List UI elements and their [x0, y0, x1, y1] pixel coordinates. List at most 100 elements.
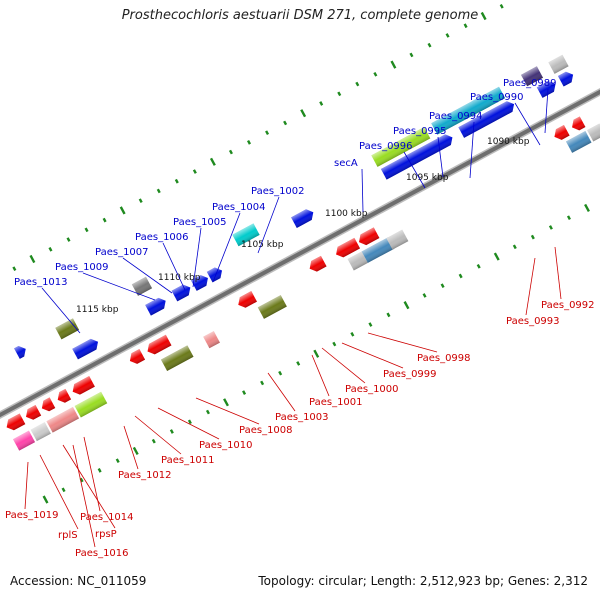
- feature-box: [347, 251, 368, 271]
- reverse-leader: [83, 436, 101, 512]
- feature-box: [203, 331, 220, 349]
- reverse-gene: [358, 227, 380, 246]
- reverse-gene-shade: [238, 291, 257, 308]
- forward-gene: [458, 101, 515, 138]
- reverse-leader: [134, 415, 182, 455]
- feature-box: [472, 86, 506, 113]
- reverse-gene-shade: [572, 116, 586, 131]
- forward-leader: [257, 196, 280, 254]
- reverse-gene: [147, 334, 172, 355]
- reverse-gene: [6, 413, 26, 431]
- tick-mark-upper: [499, 3, 504, 9]
- forward-leader: [41, 287, 81, 334]
- forward-gene: [72, 338, 99, 360]
- tick-mark-upper: [138, 198, 143, 204]
- feature-box: [371, 126, 431, 167]
- forward-label: Paes_0995: [393, 126, 447, 137]
- reverse-gene: [129, 349, 146, 364]
- tick-mark-upper: [66, 237, 71, 242]
- feature-box-shade: [521, 66, 544, 87]
- reverse-leader: [24, 461, 29, 510]
- forward-label: Paes_0989: [503, 78, 557, 89]
- reverse-gene: [57, 388, 72, 403]
- reverse-label: Paes_1011: [161, 455, 215, 466]
- tick-mark-lower: [132, 446, 139, 456]
- reverse-gene-shade: [309, 255, 327, 272]
- reverse-gene: [336, 237, 361, 258]
- tick-mark-lower: [368, 322, 373, 327]
- forward-gene-shade: [291, 209, 314, 228]
- reverse-label: Paes_1008: [239, 425, 293, 436]
- feature-box-shade: [472, 86, 506, 113]
- map-title: Prosthecochloris aestuarii DSM 271, comp…: [121, 8, 479, 23]
- reverse-label: Paes_1001: [309, 397, 363, 408]
- reverse-gene-shade: [6, 413, 26, 431]
- forward-label: Paes_1013: [14, 277, 68, 288]
- forward-gene-shade: [171, 284, 191, 302]
- feature-box: [160, 345, 194, 372]
- forward-gene-shade: [458, 101, 515, 138]
- topology-text: Topology: circular; Length: 2,512,923 bp…: [258, 574, 588, 588]
- tick-mark-lower: [169, 429, 174, 434]
- reverse-leader: [195, 397, 260, 425]
- feature-box: [131, 276, 153, 296]
- forward-gene-shade: [206, 267, 223, 283]
- feature-box-shade: [30, 422, 51, 442]
- forward-leader: [192, 227, 202, 288]
- tick-mark-upper: [228, 149, 233, 155]
- reverse-label: Paes_1000: [345, 384, 399, 395]
- tick-mark-lower: [242, 390, 247, 395]
- accession-text: Accession: NC_011059: [10, 574, 147, 588]
- tick-mark-lower: [548, 225, 553, 230]
- reverse-gene-shade: [554, 124, 570, 140]
- tick-mark-lower: [440, 283, 445, 289]
- tick-mark-upper: [445, 33, 450, 38]
- tick-mark-upper: [337, 91, 342, 97]
- tick-mark-upper: [192, 169, 197, 174]
- forward-leader: [544, 88, 549, 134]
- forward-leader: [361, 168, 364, 213]
- feature-box: [521, 66, 544, 87]
- reverse-gene: [238, 291, 257, 308]
- forward-gene: [380, 134, 453, 180]
- scale-label: 1090 kbp: [487, 137, 530, 147]
- tick-mark-lower: [151, 438, 156, 444]
- reverse-leader: [267, 372, 296, 412]
- tick-mark-upper: [156, 188, 161, 194]
- scale-label: 1100 kbp: [325, 209, 368, 219]
- forward-gene-shade: [145, 297, 166, 316]
- reverse-leader: [311, 354, 330, 397]
- tick-mark-upper: [427, 42, 432, 48]
- feature-box-shade: [371, 126, 431, 167]
- tick-mark-lower: [296, 361, 301, 366]
- tick-mark-lower: [332, 341, 337, 347]
- forward-gene-shade: [190, 275, 208, 291]
- reverse-label: rplS: [58, 530, 78, 541]
- feature-box: [232, 223, 260, 247]
- tick-mark-upper: [174, 178, 179, 184]
- feature-box: [587, 123, 600, 142]
- reverse-label: Paes_0999: [383, 369, 437, 380]
- tick-mark-upper: [102, 217, 107, 223]
- feature-box: [257, 295, 287, 319]
- forward-leader: [403, 151, 426, 189]
- forward-gene-shade: [14, 345, 26, 359]
- reverse-label: Paes_1010: [199, 440, 253, 451]
- reverse-label: Paes_1016: [75, 548, 129, 559]
- forward-gene: [206, 267, 223, 283]
- tick-mark-lower: [476, 263, 481, 269]
- reverse-gene-shade: [336, 237, 361, 258]
- reverse-label: Paes_1012: [118, 470, 172, 481]
- feature-box-shade: [257, 295, 287, 319]
- tick-mark-lower: [530, 234, 535, 240]
- reverse-gene: [309, 255, 327, 272]
- feature-box: [30, 422, 51, 442]
- tick-mark-lower: [566, 215, 571, 221]
- feature-box-shade: [203, 331, 220, 349]
- reverse-leader: [321, 347, 366, 384]
- tick-mark-upper: [209, 157, 216, 166]
- reverse-gene: [41, 397, 56, 412]
- tick-mark-lower: [313, 349, 320, 358]
- reverse-leader: [341, 342, 404, 369]
- tick-mark-upper: [48, 246, 53, 252]
